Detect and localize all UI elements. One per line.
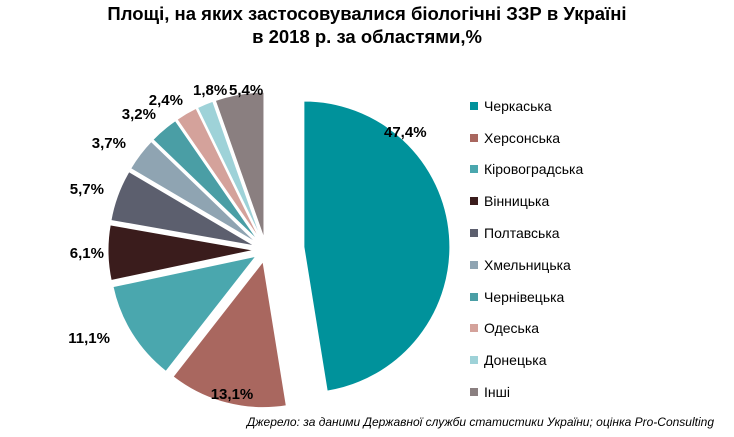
pie-slice-8 bbox=[176, 107, 261, 240]
pie-slice-9 bbox=[196, 100, 262, 240]
legend-swatch bbox=[470, 229, 478, 238]
slice-label-9: 1,8% bbox=[193, 82, 227, 99]
slice-label-3: 11,1% bbox=[68, 330, 110, 347]
slice-label-2: 13,1% bbox=[211, 386, 254, 403]
pie-slice-7 bbox=[152, 119, 259, 242]
legend-label: Чернівецька bbox=[484, 288, 565, 305]
slice-label-10: 5,4% bbox=[229, 82, 263, 99]
legend-item-6: Хмельницька bbox=[470, 249, 583, 281]
legend-label: Одеська bbox=[484, 320, 540, 337]
chart-legend: Черкаська Херсонська Кіровоградська Вінниць… bbox=[470, 90, 583, 408]
pie-slice-6 bbox=[130, 140, 257, 244]
pie-slice-1 bbox=[303, 100, 451, 392]
slice-label-8: 2,4% bbox=[149, 92, 183, 109]
legend-swatch bbox=[470, 101, 478, 110]
slice-label-7: 3,2% bbox=[122, 106, 156, 123]
legend-item-2: Херсонська bbox=[470, 122, 583, 154]
legend-label: Херсонська bbox=[484, 129, 561, 146]
chart-title-line2: в 2018 р. за областями,% bbox=[252, 26, 482, 47]
legend-label: Полтавська bbox=[484, 225, 560, 242]
pie-slice-4 bbox=[107, 224, 255, 282]
pie-slice-2 bbox=[172, 260, 287, 409]
legend-label: Інші bbox=[484, 384, 510, 401]
legend-item-7: Чернівецька bbox=[470, 281, 583, 313]
legend-item-4: Вінницька bbox=[470, 185, 583, 217]
legend-label: Вінницька bbox=[484, 193, 550, 210]
legend-label: Черкаська bbox=[484, 97, 552, 114]
legend-item-1: Черкаська bbox=[470, 90, 583, 122]
legend-swatch bbox=[470, 324, 478, 333]
legend-swatch bbox=[470, 260, 478, 269]
legend-label: Донецька bbox=[484, 352, 547, 369]
legend-swatch bbox=[470, 133, 478, 142]
legend-item-3: Кіровоградська bbox=[470, 154, 583, 186]
legend-swatch bbox=[470, 197, 478, 206]
legend-item-8: Одеська bbox=[470, 313, 583, 345]
legend-swatch bbox=[470, 388, 478, 397]
chart-title-line1: Площі, на яких застосовувалися біологічн… bbox=[107, 3, 627, 24]
slice-label-1: 47,4% bbox=[384, 124, 427, 141]
legend-item-10: Інші bbox=[470, 376, 583, 408]
pie-slice-3 bbox=[112, 255, 258, 373]
legend-item-9: Донецька bbox=[470, 344, 583, 376]
source-note: Джерело: за даними Державної служби стат… bbox=[246, 415, 714, 429]
legend-swatch bbox=[470, 165, 478, 174]
pie-slice-5 bbox=[110, 170, 255, 247]
legend-item-5: Полтавська bbox=[470, 217, 583, 249]
slice-label-5: 5,7% bbox=[70, 181, 104, 198]
slice-label-4: 6,1% bbox=[70, 245, 104, 262]
legend-swatch bbox=[470, 292, 478, 301]
legend-label: Кіровоградська bbox=[484, 161, 584, 178]
legend-label: Хмельницька bbox=[484, 256, 571, 273]
slice-label-6: 3,7% bbox=[92, 135, 126, 152]
chart-title: Площі, на яких застосовувалися біологічн… bbox=[0, 2, 734, 48]
pie-slice-10 bbox=[214, 91, 265, 239]
legend-swatch bbox=[470, 356, 478, 365]
